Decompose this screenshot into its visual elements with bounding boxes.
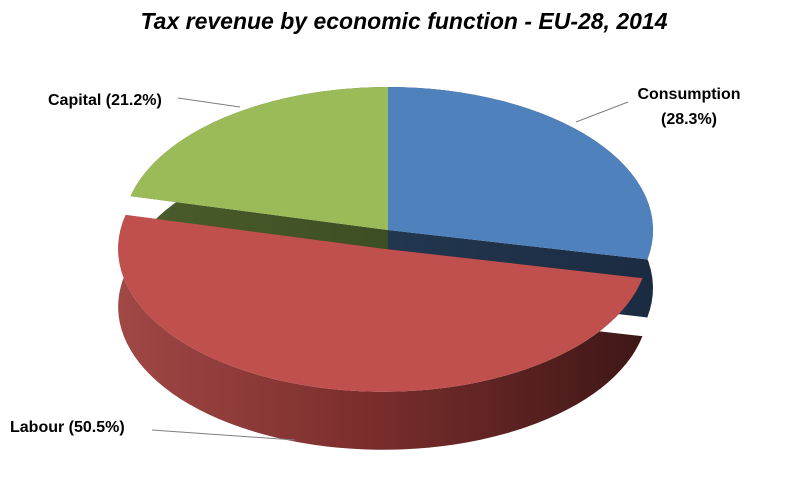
- chart-title: Tax revenue by economic function - EU-28…: [140, 8, 668, 34]
- pie-slice-consumption: [388, 87, 653, 260]
- leader-line-labour: [151, 429, 296, 441]
- data-label-consumption-name: Consumption: [637, 86, 740, 103]
- pie-slice-labour: [118, 214, 643, 392]
- data-label-capital: Capital (21.2%): [48, 92, 162, 109]
- data-label-labour: Labour (50.5%): [10, 419, 125, 436]
- leader-line-consumption: [575, 101, 629, 123]
- pie-slice-capital: [130, 87, 389, 230]
- leader-line-capital: [177, 97, 241, 108]
- data-label-consumption-value: (28.3%): [661, 111, 717, 128]
